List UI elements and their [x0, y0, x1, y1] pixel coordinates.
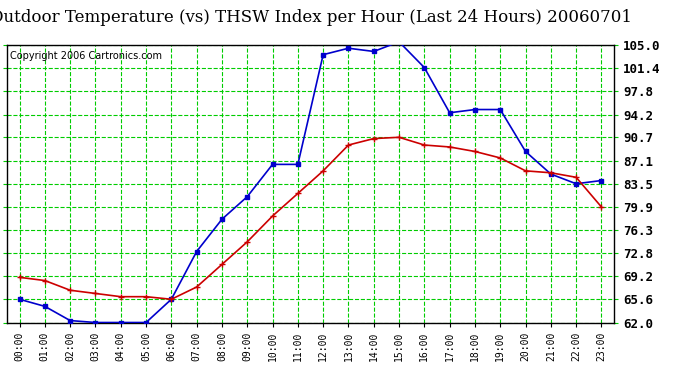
Text: Outdoor Temperature (vs) THSW Index per Hour (Last 24 Hours) 20060701: Outdoor Temperature (vs) THSW Index per … [0, 9, 631, 26]
Text: Copyright 2006 Cartronics.com: Copyright 2006 Cartronics.com [10, 51, 162, 60]
